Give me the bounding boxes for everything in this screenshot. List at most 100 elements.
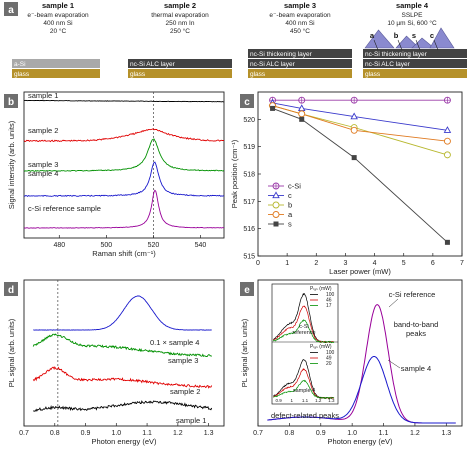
annotation-label: defect-related peaks xyxy=(271,411,339,420)
annotation-pointer xyxy=(388,298,399,308)
sample-process-line: 400 nm Si xyxy=(285,20,314,27)
series-line-c xyxy=(272,102,448,131)
series-label: 0.1 × sample 4 xyxy=(150,338,199,347)
legend-label: c xyxy=(288,191,292,200)
x-tick-label: 7 xyxy=(460,260,464,267)
raman-series-c-si-reference-sample xyxy=(23,189,224,229)
data-point xyxy=(299,116,305,122)
layer-nc-si-thickening-layer xyxy=(363,49,467,58)
panel-letter-box xyxy=(240,94,254,108)
sample-process-line: 250 °C xyxy=(170,27,190,35)
raman-series-sample-2 xyxy=(23,128,225,143)
x-tick-label: 1.1 xyxy=(379,430,389,437)
x-tick-label: 6 xyxy=(431,260,435,267)
y-tick-label: 517 xyxy=(243,199,255,206)
sample-title: sample 1 xyxy=(42,1,74,10)
inset-frame xyxy=(271,283,339,405)
raman-series-sample-3 xyxy=(23,138,225,172)
plot-frame xyxy=(257,91,463,257)
layer-label: glass xyxy=(250,71,266,78)
sample-process-line: SSLPE xyxy=(402,12,424,19)
pl-series-sample-3 xyxy=(32,333,212,357)
inset-legend-value: 49 xyxy=(326,356,332,362)
panel-letter-box xyxy=(4,2,18,16)
data-point xyxy=(298,110,306,118)
layer-nc-si-alc-layer xyxy=(363,59,467,68)
layer-glass xyxy=(248,69,352,78)
inset-series xyxy=(273,319,335,344)
x-tick-label: 1.3 xyxy=(441,430,451,437)
pl-series-sample-4 xyxy=(267,356,456,424)
x-tick-label: 5 xyxy=(402,260,406,267)
inset-x-tick-label: 0.9 xyxy=(275,398,282,403)
sample-process-line: 400 nm Si xyxy=(43,20,72,27)
pyramid-label: b xyxy=(394,31,399,40)
panel-letter: a xyxy=(8,5,14,16)
layer-label: a-Si xyxy=(14,61,26,68)
layer-nc-si-alc-layer xyxy=(248,59,352,68)
x-tick-label: 0 xyxy=(256,260,260,267)
layer-glass xyxy=(12,69,100,78)
pl-series-0-1-sample-4 xyxy=(33,295,212,331)
x-axis-label: Raman shift (cm⁻¹) xyxy=(92,249,156,258)
series-label: sample 3 xyxy=(28,160,58,169)
panel-letter-box xyxy=(4,94,18,108)
x-axis-label: Photon energy (eV) xyxy=(327,437,393,446)
layer-label: nc-Si ALC layer xyxy=(365,61,411,68)
pyramid-label: c xyxy=(430,31,434,40)
inset-legend-value: 46 xyxy=(326,298,332,304)
sample-process-line: thermal evaporation xyxy=(151,12,209,19)
data-point xyxy=(350,126,358,134)
series-label: sample 2 xyxy=(28,126,58,135)
layer-label: nc-Si thickening layer xyxy=(365,51,428,58)
annotation-label: peaks xyxy=(406,329,426,338)
layer-glass xyxy=(128,69,232,78)
inset-legend-title: Pₗₐₛ (mW) xyxy=(310,286,332,292)
data-point xyxy=(270,105,276,111)
pyramid-pointer xyxy=(415,39,421,51)
series-label: sample 3 xyxy=(168,356,198,365)
y-tick-label: 519 xyxy=(243,144,255,151)
plot-frame xyxy=(23,91,225,239)
panel-letter-box xyxy=(4,282,18,296)
inset-legend-value: 17 xyxy=(326,303,332,309)
pyramid-pointer xyxy=(433,39,439,51)
annotation-pointer xyxy=(387,359,401,369)
raman-series-sample-4 xyxy=(23,161,225,197)
series-label: sample 1 xyxy=(176,416,206,425)
data-point xyxy=(443,126,452,133)
x-tick-label: 1.0 xyxy=(111,430,121,437)
data-point xyxy=(272,191,280,199)
x-tick-label: 1.2 xyxy=(173,430,183,437)
legend-label: b xyxy=(288,201,292,210)
pyramid-pointer xyxy=(373,39,379,51)
sample-process-line: e⁻-beam evaporation xyxy=(269,12,331,19)
layer-label: nc-Si thickening layer xyxy=(250,51,313,58)
series-line-a xyxy=(272,105,448,142)
x-tick-label: 480 xyxy=(53,242,65,249)
panel-letter: d xyxy=(8,285,14,296)
inset-legend-value: 100 xyxy=(326,292,335,298)
panel-e: e 0.7 0.8 0.9 1.0 1.1 1.2 1.3 Photon energy (eV)… xyxy=(240,279,463,446)
sample-title: sample 3 xyxy=(284,1,316,10)
x-tick-label: 520 xyxy=(148,242,160,249)
layer-glass xyxy=(363,69,467,78)
inset-series xyxy=(273,305,335,343)
sample-process-line: 250 nm In xyxy=(166,20,195,27)
data-point xyxy=(272,201,280,209)
legend-label: s xyxy=(288,220,292,229)
inset-legend-value: 100 xyxy=(326,350,335,356)
sample-process-line: e⁻-beam evaporation xyxy=(27,12,89,19)
y-axis-label: PL signal (arb. units) xyxy=(7,318,16,387)
layer-nc-si-alc-layer xyxy=(128,59,232,68)
inset-legend-title: Pₗₐₛ (mW) xyxy=(310,344,332,350)
x-tick-label: 1 xyxy=(285,260,289,267)
pl-series-sample-1 xyxy=(33,400,213,412)
series-label: c-Si reference xyxy=(389,290,436,299)
panel-c: c 0 1 2 3 4 5 6 7 515 516 517 518 519 520 Laser power (… xyxy=(230,91,464,276)
inset-x-tick-label: 1.1 xyxy=(302,398,309,403)
x-tick-label: 1.3 xyxy=(204,430,214,437)
x-tick-label: 1.2 xyxy=(410,430,420,437)
plot-frame xyxy=(257,279,463,427)
